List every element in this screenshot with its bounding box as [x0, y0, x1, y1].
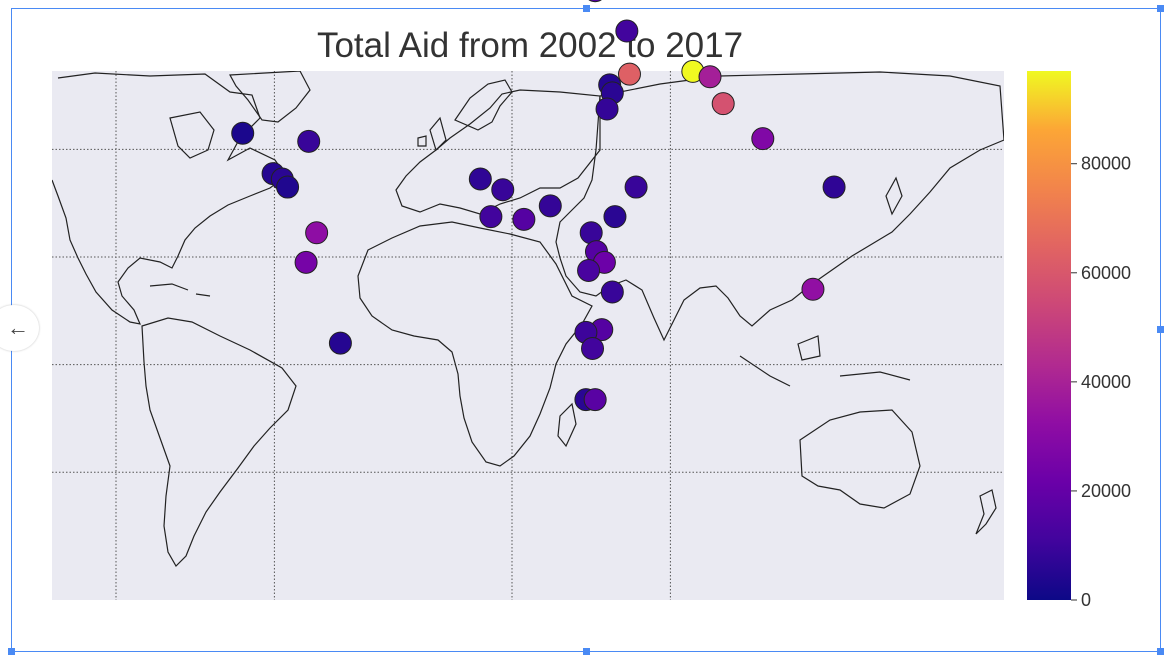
resize-handle-top-right[interactable] [1157, 5, 1164, 12]
colorbar [1027, 71, 1071, 600]
japan-coast [885, 176, 903, 216]
aid-point [294, 250, 318, 274]
aid-point [698, 65, 722, 89]
colorbar-tick-label: 80000 [1081, 154, 1131, 174]
aid-point [751, 127, 775, 151]
asia-coast [555, 71, 1004, 342]
aid-points [231, 0, 846, 412]
scandinavia-coast [454, 79, 513, 131]
aid-point [468, 167, 492, 191]
aid-point [276, 175, 300, 199]
aid-point [600, 280, 624, 304]
aid-point [231, 121, 255, 145]
chart-title: Total Aid from 2002 to 2017 [316, 26, 744, 65]
indonesia-islands [739, 335, 911, 387]
south-america-coast [141, 317, 297, 567]
aid-point [588, 0, 602, 3]
resize-handle-top[interactable] [583, 5, 590, 12]
aid-point [583, 388, 607, 412]
australia-coast [799, 409, 921, 509]
arrow-left-icon: ← [7, 315, 29, 340]
aid-point [822, 175, 846, 199]
aid-point [581, 336, 605, 360]
madagascar-coast [557, 402, 577, 448]
map-land [52, 71, 1004, 567]
aid-point [328, 331, 352, 355]
aid-point [801, 277, 825, 301]
aid-point [603, 205, 627, 229]
africa-coast [357, 221, 593, 467]
aid-point [595, 97, 619, 121]
aid-point [577, 258, 601, 282]
resize-handle-bottom-left[interactable] [8, 648, 15, 655]
aid-point [617, 62, 641, 86]
resize-handle-bottom-right[interactable] [1157, 648, 1164, 655]
aid-point [491, 178, 515, 202]
aid-point [479, 205, 503, 229]
colorbar-tick-label: 0 [1081, 590, 1091, 610]
aid-point [305, 221, 329, 245]
caribbean-islands [149, 283, 211, 297]
colorbar-tick-label: 20000 [1081, 481, 1131, 501]
north-america-coast [52, 72, 287, 325]
colorbar-tick-label: 60000 [1081, 263, 1131, 283]
british-isles [417, 116, 447, 152]
colorbar-ticks: 0 20000 40000 60000 80000 [1071, 154, 1131, 610]
aid-point [624, 175, 648, 199]
colorbar-tick-label: 40000 [1081, 372, 1131, 392]
aid-point [538, 194, 562, 218]
resize-handle-right[interactable] [1157, 326, 1164, 333]
map-background [52, 71, 1004, 600]
greenland-coast [229, 71, 311, 123]
new-zealand-coast [975, 489, 997, 535]
back-arrow-button[interactable]: ← [0, 305, 39, 351]
resize-handle-bottom[interactable] [583, 648, 590, 655]
aid-point [297, 129, 321, 153]
aid-point [512, 207, 536, 231]
hudson-bay [169, 111, 215, 159]
aid-point [615, 19, 639, 43]
aid-point [711, 92, 735, 116]
